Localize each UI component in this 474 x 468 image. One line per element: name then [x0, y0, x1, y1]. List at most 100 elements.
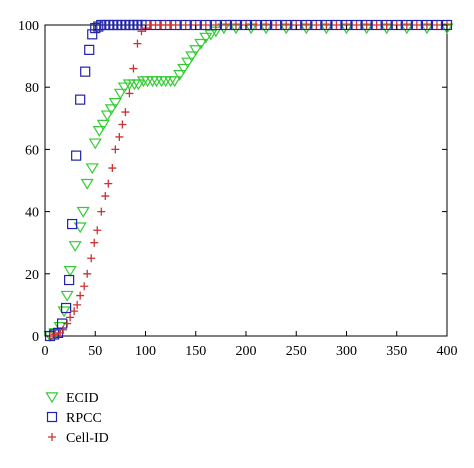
- data-point: [402, 21, 411, 29]
- data-point: [57, 306, 71, 318]
- data-point: [411, 19, 422, 31]
- data-point: [401, 19, 412, 31]
- x-tick-label: 300: [336, 344, 357, 359]
- data-point: [87, 254, 96, 263]
- data-point: [204, 29, 218, 41]
- data-point: [252, 21, 261, 29]
- data-point: [221, 21, 230, 29]
- data-point: [68, 241, 82, 252]
- data-point: [90, 23, 101, 34]
- y-axis: 0 20 40 60 80 100: [18, 19, 447, 345]
- y-tick-label: 20: [25, 268, 39, 283]
- x-tick-label: 0: [42, 344, 49, 359]
- data-point: [210, 19, 221, 31]
- data-point: [362, 21, 371, 29]
- x-tick-label: 350: [386, 344, 407, 359]
- data-point: [67, 218, 78, 230]
- data-point: [96, 119, 110, 131]
- x-tick-label: 50: [88, 344, 102, 359]
- data-point: [101, 192, 110, 201]
- data-point: [93, 21, 104, 32]
- plot-area: [43, 19, 454, 343]
- data-point: [272, 21, 281, 29]
- data-point: [331, 19, 342, 31]
- y-tick-label: 100: [18, 19, 39, 34]
- legend-marker: [48, 433, 56, 441]
- data-point: [76, 206, 90, 218]
- y-tick-label: 0: [32, 330, 39, 345]
- data-point: [90, 238, 99, 247]
- data-point: [88, 138, 102, 150]
- data-point: [71, 150, 82, 161]
- data-point: [108, 98, 122, 109]
- data-point: [80, 178, 94, 190]
- legend-label: ECID: [66, 391, 99, 406]
- data-point: [104, 104, 118, 116]
- data-point: [108, 164, 117, 173]
- x-tick-label: 400: [437, 344, 458, 359]
- data-point: [271, 19, 282, 31]
- data-point: [121, 108, 130, 117]
- data-point: [111, 145, 120, 154]
- data-point: [185, 51, 199, 63]
- legend-item: RPCC: [46, 411, 102, 426]
- data-point: [85, 163, 99, 175]
- data-point: [181, 21, 190, 29]
- data-point: [282, 21, 291, 29]
- legend-label: Cell-ID: [66, 431, 109, 446]
- data-point: [104, 179, 113, 188]
- data-point: [73, 300, 82, 309]
- data-point: [66, 313, 75, 322]
- data-point: [311, 19, 322, 31]
- data-point: [352, 21, 361, 29]
- data-point: [129, 64, 138, 73]
- legend-marker: [45, 392, 59, 404]
- data-point: [60, 290, 74, 302]
- data-point: [412, 21, 421, 29]
- data-point: [87, 29, 98, 40]
- series-ecid: [43, 23, 454, 343]
- data-point: [125, 89, 134, 98]
- data-point: [75, 94, 86, 105]
- data-point: [59, 325, 68, 334]
- data-point: [220, 19, 231, 31]
- y-tick-label: 60: [25, 143, 39, 158]
- data-point: [97, 207, 106, 216]
- data-point: [372, 21, 381, 29]
- y-tick-label: 80: [25, 81, 39, 96]
- data-point: [180, 19, 191, 31]
- x-tick-label: 100: [135, 344, 156, 359]
- data-point: [80, 282, 89, 291]
- data-point: [301, 19, 312, 31]
- data-point: [261, 19, 272, 31]
- data-point: [177, 63, 191, 75]
- data-point: [137, 27, 146, 36]
- data-point: [201, 21, 210, 29]
- data-point: [432, 21, 441, 29]
- series-cell-id: [46, 21, 451, 340]
- data-point: [84, 44, 95, 55]
- data-point: [321, 19, 332, 31]
- x-tick-label: 150: [185, 344, 206, 359]
- data-point: [76, 291, 85, 300]
- data-point: [117, 82, 131, 94]
- data-point: [281, 19, 292, 31]
- data-point: [262, 21, 271, 29]
- data-point: [199, 32, 213, 44]
- data-point: [113, 88, 127, 100]
- data-point: [133, 39, 142, 48]
- legend-label: RPCC: [66, 411, 102, 426]
- data-point: [51, 330, 60, 339]
- series-rpcc: [44, 19, 453, 342]
- data-point: [70, 307, 79, 316]
- data-point: [189, 45, 203, 56]
- data-point: [181, 57, 195, 69]
- data-point: [431, 19, 443, 31]
- legend-marker: [46, 411, 58, 423]
- data-point: [63, 265, 77, 277]
- data-point: [351, 19, 362, 31]
- data-point: [80, 66, 91, 77]
- data-point: [83, 269, 92, 278]
